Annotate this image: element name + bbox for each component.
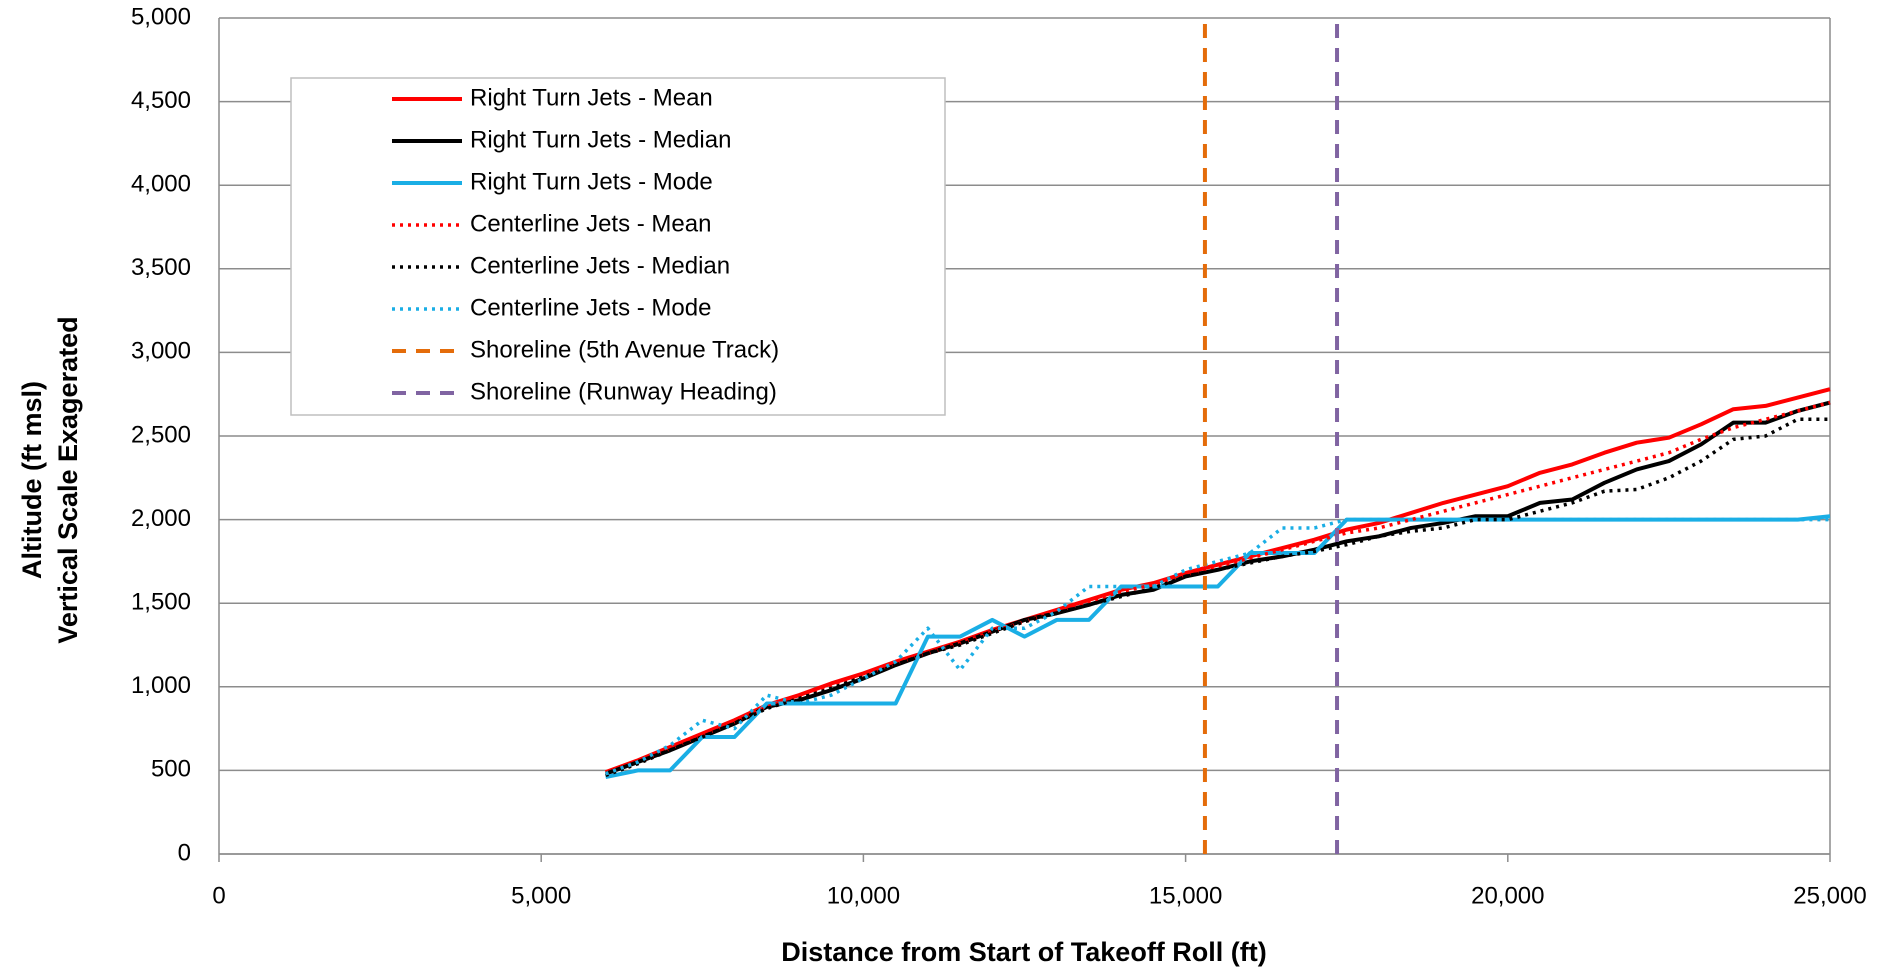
y-tick-label: 1,000	[131, 672, 191, 699]
x-tick-label: 5,000	[511, 882, 571, 909]
y-tick-label: 4,500	[131, 87, 191, 114]
series-line	[605, 514, 1831, 780]
series-line	[605, 417, 1830, 778]
legend-label: Centerline Jets - Median	[470, 252, 730, 279]
legend-box	[290, 77, 946, 416]
x-tick-label: 15,000	[1149, 882, 1222, 909]
y-tick-label: 500	[151, 756, 191, 783]
legend-label: Centerline Jets - Mean	[470, 210, 711, 237]
x-tick-label: 10,000	[827, 882, 900, 909]
y-tick-label: 4,000	[131, 171, 191, 198]
y-tick-label: 3,000	[131, 338, 191, 365]
legend-label: Right Turn Jets - Mode	[470, 168, 713, 195]
y-tick-label: 2,000	[131, 505, 191, 532]
x-tick-label: 0	[212, 882, 225, 909]
legend-label: Centerline Jets - Mode	[470, 294, 711, 321]
legend-label: Shoreline (Runway Heading)	[470, 378, 777, 405]
y-tick-label: 0	[178, 839, 191, 866]
y-tick-label: 3,500	[131, 254, 191, 281]
series-line	[604, 387, 1831, 774]
legend-label: Shoreline (5th Avenue Track)	[470, 336, 779, 363]
series-line	[605, 517, 1830, 776]
legend-label: Right Turn Jets - Mean	[470, 84, 713, 111]
x-tick-label: 25,000	[1793, 882, 1866, 909]
y-tick-label: 1,500	[131, 589, 191, 616]
y-axis-title: Altitude (ft msl)	[17, 381, 47, 579]
x-tick-label: 20,000	[1471, 882, 1544, 909]
y-axis-title: Vertical Scale Exagerated	[53, 316, 83, 643]
x-axis-title: Distance from Start of Takeoff Roll (ft)	[781, 937, 1267, 967]
y-tick-label: 2,500	[131, 421, 191, 448]
legend-label: Right Turn Jets - Median	[470, 126, 731, 153]
y-tick-label: 5,000	[131, 3, 191, 30]
